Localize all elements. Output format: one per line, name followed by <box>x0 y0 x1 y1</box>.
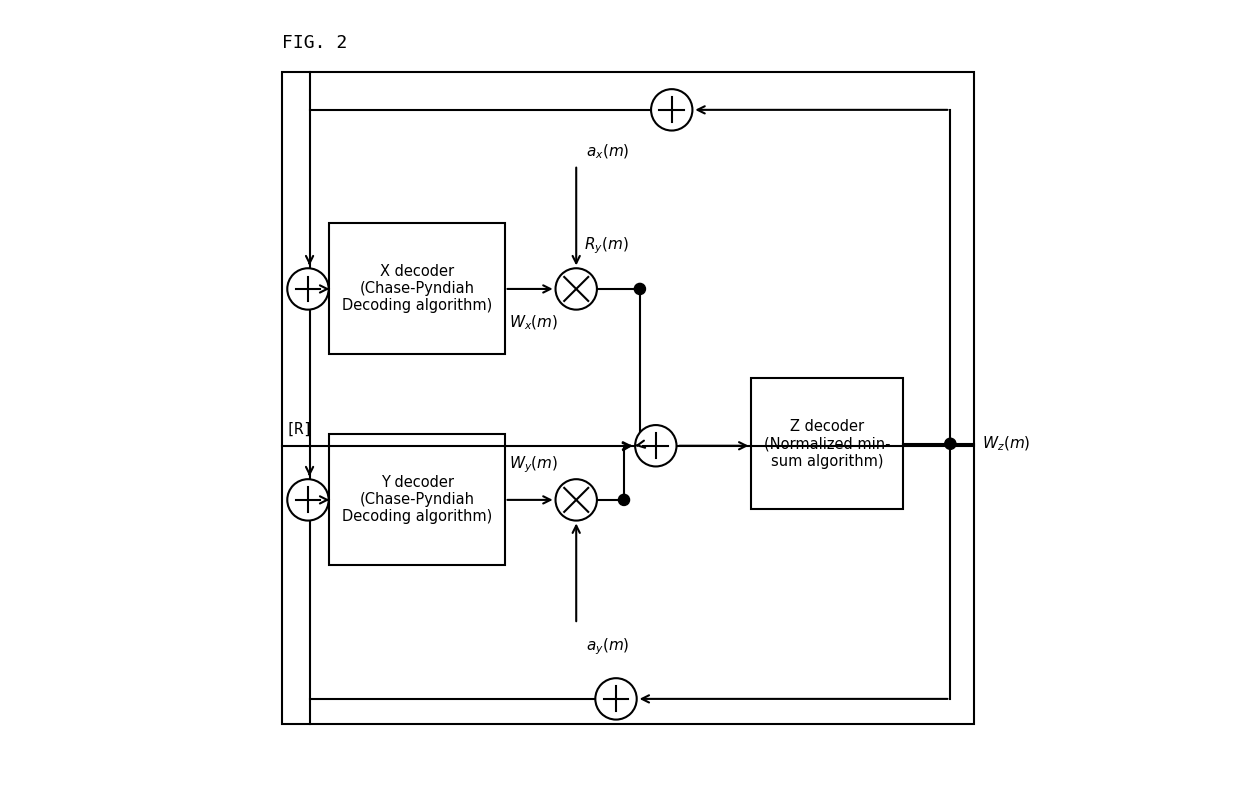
Circle shape <box>556 479 596 521</box>
Circle shape <box>595 678 636 720</box>
FancyBboxPatch shape <box>330 434 505 565</box>
FancyBboxPatch shape <box>281 72 975 724</box>
Text: X decoder
(Chase-Pyndiah
Decoding algorithm): X decoder (Chase-Pyndiah Decoding algori… <box>342 263 492 314</box>
Text: $a_y(m)$: $a_y(m)$ <box>585 636 629 657</box>
Text: [R]: [R] <box>285 422 312 437</box>
Text: $W_x(m)$: $W_x(m)$ <box>508 314 558 332</box>
Circle shape <box>556 268 596 310</box>
Circle shape <box>635 283 646 295</box>
FancyBboxPatch shape <box>751 378 903 509</box>
Text: $W_z(m)$: $W_z(m)$ <box>982 435 1030 453</box>
Text: Z decoder
(Normalized min-
sum algorithm): Z decoder (Normalized min- sum algorithm… <box>764 419 890 469</box>
Text: $W_y(m)$: $W_y(m)$ <box>508 455 558 475</box>
Text: $a_x(m)$: $a_x(m)$ <box>585 142 629 161</box>
Circle shape <box>635 425 677 466</box>
Circle shape <box>288 268 329 310</box>
Circle shape <box>288 479 329 521</box>
Text: Y decoder
(Chase-Pyndiah
Decoding algorithm): Y decoder (Chase-Pyndiah Decoding algori… <box>342 474 492 525</box>
Circle shape <box>651 89 692 131</box>
Text: FIG. 2: FIG. 2 <box>281 33 347 52</box>
Circle shape <box>619 494 630 505</box>
Text: $R_y(m)$: $R_y(m)$ <box>584 236 629 256</box>
Circle shape <box>945 438 956 449</box>
FancyBboxPatch shape <box>330 223 505 354</box>
